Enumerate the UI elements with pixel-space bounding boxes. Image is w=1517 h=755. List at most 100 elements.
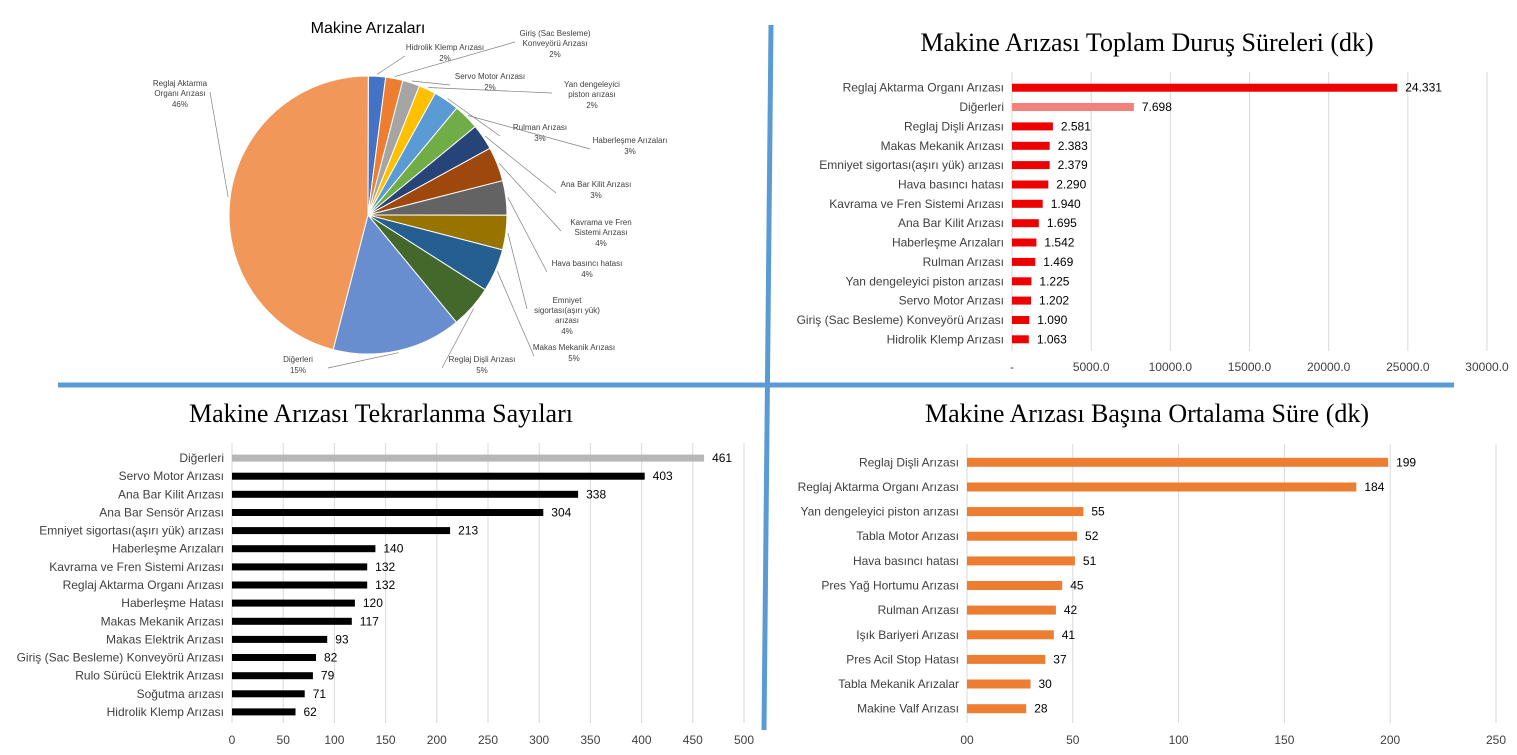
bar: [232, 599, 355, 607]
x-tick-label: 350: [580, 733, 600, 747]
x-tick-label: 400: [632, 733, 652, 747]
pie-slice-percent: 3%: [590, 191, 602, 200]
value-label: 117: [360, 614, 379, 628]
value-label: 79: [321, 669, 335, 683]
category-label: Tabla Motor Arızası: [856, 529, 959, 543]
bar: [1012, 238, 1037, 247]
pie-slice-label-line: Servo Motor Arızası: [455, 72, 525, 81]
category-label: Kavrama ve Fren Sistemi Arızası: [829, 197, 1004, 211]
x-tick-label: 200: [427, 733, 447, 747]
bar: [1012, 219, 1039, 228]
bar: [967, 605, 1056, 615]
pie-slice-label: Emniyet sigortası(aşırı yük) arızası 4%: [534, 296, 600, 336]
bar: [1012, 277, 1032, 286]
pie-slice-label: Makas Mekanik Arızası 5%: [533, 343, 615, 363]
value-label: 30: [1038, 677, 1052, 691]
bar: [967, 556, 1075, 566]
x-tick-label: 00: [960, 733, 974, 747]
pie-slice-label-line: Ana Bar Kilit Arızası: [561, 180, 632, 189]
category-label: Diğerleri: [179, 451, 224, 465]
category-label: Ana Bar Kilit Arızası: [118, 487, 224, 501]
bar: [1012, 180, 1049, 189]
x-tick-label: 300: [529, 733, 549, 747]
bar: [232, 672, 313, 680]
pie-leader-line: [498, 163, 562, 232]
pie-slice-label-line: Yan dengeleyici: [564, 80, 620, 89]
pie-slice-percent: 2%: [586, 101, 598, 110]
pie-slice-label-line: piston arızası: [568, 90, 616, 99]
bar: [232, 563, 368, 571]
category-label: Rulman Arızası: [923, 255, 1004, 269]
pie-slice-label: Diğerleri 15%: [283, 355, 313, 375]
category-label: Yan dengeleyici piston arızası: [845, 274, 1004, 288]
pie-labels: Hidrolik Klemp Arızası 2%Giriş (Sac Besle…: [153, 29, 667, 375]
pie-slice: [228, 75, 369, 351]
bar: [967, 679, 1031, 689]
category-label: Ana Bar Sensör Arızası: [99, 505, 224, 519]
value-label: 62: [303, 705, 317, 719]
value-label: 71: [313, 687, 327, 701]
value-label: 7.698: [1142, 100, 1172, 114]
x-tick-label: 250: [1486, 733, 1506, 747]
x-tick-label: 150: [1274, 733, 1294, 747]
bar: [1012, 83, 1398, 92]
value-label: 93: [335, 632, 349, 646]
pie-slice-label-line: Konveyörü Arızası: [523, 39, 588, 48]
category-label: Makine Valf Arızası: [857, 702, 959, 716]
pie-slice-label: Ana Bar Kilit Arızası 3%: [561, 180, 632, 200]
category-label: Giriş (Sac Besleme) Konveyörü Arızası: [17, 651, 224, 665]
bar: [967, 531, 1077, 541]
x-tick-label: 10000.0: [1149, 360, 1193, 374]
bar: [232, 509, 544, 516]
pie-slice-label: Haberleşme Arızaları 3%: [593, 136, 668, 156]
category-label: Pres Yağ Hortumu Arızası: [821, 579, 959, 593]
value-label: 1.225: [1039, 274, 1069, 288]
category-label: Hidrolik Klemp Arızası: [107, 705, 224, 719]
average-chart-panel: Makine Arızası Başına Ortalama Süre (dk)…: [798, 399, 1507, 747]
value-label: 213: [458, 524, 478, 538]
pie-leader-line: [376, 55, 406, 75]
value-label: 199: [1396, 455, 1416, 469]
category-label: Reglaj Aktarma Organı Arızası: [843, 81, 1004, 95]
average-chart-title: Makine Arızası Başına Ortalama Süre (dk): [925, 399, 1369, 428]
bar: [1012, 122, 1053, 131]
pie-slice-label-line: Makas Mekanik Arızası: [533, 343, 615, 352]
pie-slice-label-line: Reglaj Aktarma: [153, 79, 208, 88]
pie-leader-line: [467, 115, 591, 150]
x-tick-label: 30000.0: [1465, 360, 1509, 374]
category-label: Hidrolik Klemp Arızası: [887, 332, 1004, 346]
pie-leader-line: [327, 352, 399, 369]
x-tick-label: 500: [734, 733, 754, 747]
value-label: 1.542: [1044, 236, 1074, 250]
bar: [1012, 296, 1031, 305]
pie-slice-label: Kavrama ve Fren Sistemi Arızası 4%: [570, 218, 631, 248]
pie-leader-line: [496, 271, 535, 357]
average-chart: 00 50 100 150 200 250 Reglaj Dişli Arızası 199 R…: [798, 444, 1506, 747]
x-tick-label: 50: [1066, 733, 1080, 747]
bar: [232, 490, 579, 498]
bar: [967, 482, 1357, 492]
x-tick-label: 50: [277, 733, 291, 747]
bar: [967, 581, 1063, 590]
pie-slice-label: Hava basıncı hatası 4%: [552, 259, 623, 279]
category-label: Yan dengeleyici piston arızası: [800, 505, 959, 519]
pie-leader-line: [507, 197, 548, 273]
bar: [967, 704, 1027, 714]
pie-slice-percent: 4%: [581, 270, 593, 279]
pie-slice-percent: 2%: [549, 50, 561, 59]
value-label: 1.063: [1037, 332, 1067, 346]
pie-slice-label-line: Diğerleri: [283, 355, 313, 364]
bar: [232, 617, 352, 625]
pie-slice-percent: 15%: [290, 366, 306, 375]
pie-slice-label: Reglaj Aktarma Organı Arızası 46%: [153, 79, 208, 109]
value-label: 45: [1070, 579, 1084, 593]
pie-slice-percent: 46%: [172, 100, 188, 109]
category-label: Makas Mekanik Arızası: [101, 614, 224, 628]
downtime-chart-panel: Makine Arızası Toplam Duruş Süreleri (dk…: [797, 28, 1509, 374]
value-label: 2.379: [1058, 158, 1088, 172]
x-tick-label: 100: [324, 733, 344, 747]
bar: [967, 457, 1389, 467]
bar: [1012, 161, 1050, 170]
category-label: Emniyet sigortası(aşırı yük) arızası: [39, 524, 224, 538]
pie-slice-label-line: Organı Arızası: [154, 89, 205, 98]
